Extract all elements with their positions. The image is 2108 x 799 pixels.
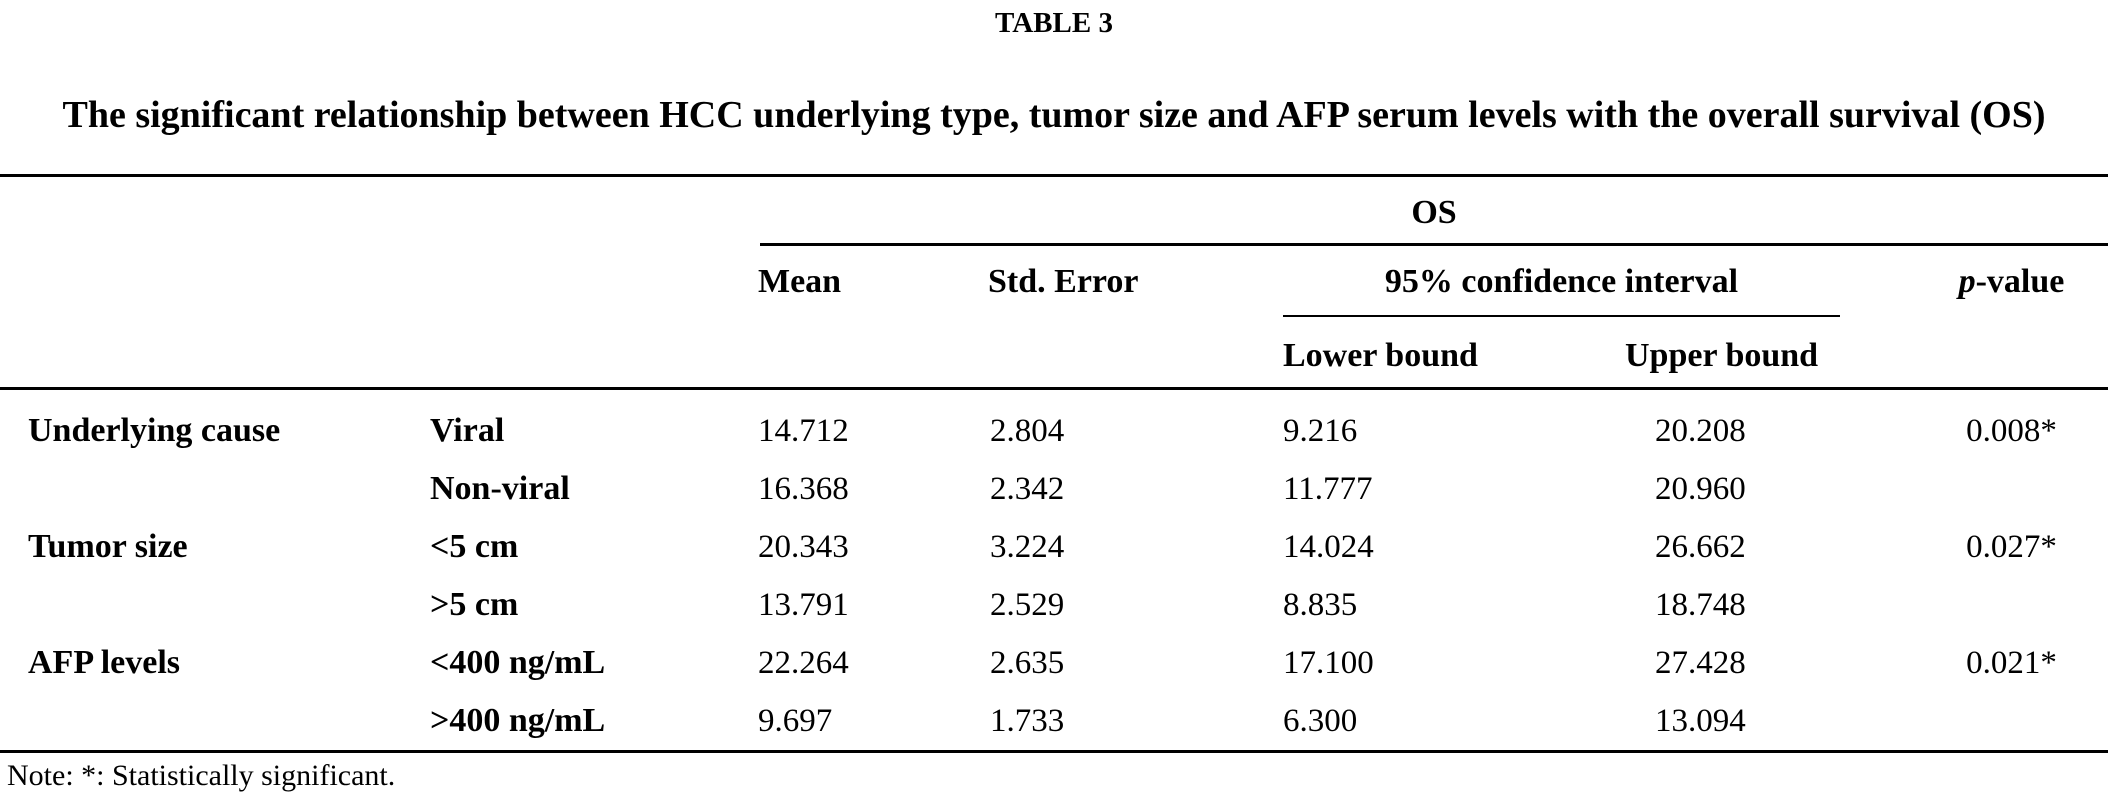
cell-mean: 14.712 (758, 413, 849, 449)
cell-mean: 20.343 (758, 529, 849, 565)
row-category: AFP levels (28, 644, 181, 681)
table-row: Tumor size <5 cm 20.343 3.224 14.024 26.… (0, 518, 2108, 576)
row-subgroup: >5 cm (430, 586, 519, 623)
cell-lower-bound: 9.216 (1283, 413, 1358, 449)
cell-p-value: 0.021* (1966, 645, 2057, 681)
cell-upper-bound: 18.748 (1655, 587, 1746, 623)
cell-mean: 16.368 (758, 471, 849, 507)
cell-std-error: 2.804 (990, 413, 1065, 449)
os-spanner-rule (760, 243, 2108, 246)
cell-std-error: 3.224 (990, 529, 1065, 565)
cell-std-error: 2.342 (990, 471, 1065, 507)
cell-std-error: 2.529 (990, 587, 1065, 623)
cell-lower-bound: 14.024 (1283, 529, 1374, 565)
column-header-std-error: Std. Error (988, 263, 1139, 300)
row-category: Tumor size (28, 528, 188, 565)
row-subgroup: <5 cm (430, 528, 519, 565)
row-subgroup: Non-viral (430, 470, 570, 507)
row-category: Underlying cause (28, 412, 281, 449)
table-row: >400 ng/mL 9.697 1.733 6.300 13.094 (0, 692, 2108, 750)
os-spanner-header: OS (1411, 194, 1457, 231)
cell-std-error: 2.635 (990, 645, 1065, 681)
cell-p-value: 0.008* (1966, 413, 2057, 449)
cell-mean: 13.791 (758, 587, 849, 623)
column-header-upper-bound: Upper bound (1625, 337, 1819, 374)
column-header-mean: Mean (758, 263, 842, 300)
table-row: AFP levels <400 ng/mL 22.264 2.635 17.10… (0, 634, 2108, 692)
top-rule (0, 174, 2108, 177)
p-value-rest: -value (1975, 263, 2065, 300)
cell-lower-bound: 11.777 (1283, 471, 1373, 507)
table-row: >5 cm 13.791 2.529 8.835 18.748 (0, 576, 2108, 634)
table-row: Underlying cause Viral 14.712 2.804 9.21… (0, 402, 2108, 460)
table-row: Non-viral 16.368 2.342 11.777 20.960 (0, 460, 2108, 518)
header-bottom-rule (0, 387, 2108, 390)
cell-lower-bound: 17.100 (1283, 645, 1374, 681)
cell-upper-bound: 20.208 (1655, 413, 1746, 449)
column-header-confidence-interval: 95% confidence interval (1384, 263, 1739, 300)
cell-p-value: 0.027* (1966, 529, 2057, 565)
cell-upper-bound: 20.960 (1655, 471, 1746, 507)
column-header-lower-bound: Lower bound (1283, 337, 1478, 374)
cell-upper-bound: 27.428 (1655, 645, 1746, 681)
cell-mean: 9.697 (758, 703, 833, 739)
bottom-rule (0, 750, 2108, 753)
p-value-italic-p: p (1958, 263, 1976, 300)
cell-lower-bound: 8.835 (1283, 587, 1358, 623)
cell-lower-bound: 6.300 (1283, 703, 1358, 739)
row-subgroup: Viral (430, 412, 505, 449)
cell-mean: 22.264 (758, 645, 849, 681)
row-subgroup: <400 ng/mL (430, 644, 606, 681)
table-caption: The significant relationship between HCC… (62, 94, 2046, 136)
table-number: TABLE 3 (995, 7, 1113, 39)
row-subgroup: >400 ng/mL (430, 702, 606, 739)
table-footnote: Note: *: Statistically significant. (7, 759, 396, 792)
table-body: Underlying cause Viral 14.712 2.804 9.21… (0, 402, 2108, 750)
ci-spanner-rule (1283, 315, 1840, 317)
column-header-p-value: p-value (1915, 262, 2108, 302)
cell-std-error: 1.733 (990, 703, 1065, 739)
cell-upper-bound: 13.094 (1655, 703, 1746, 739)
cell-upper-bound: 26.662 (1655, 529, 1746, 565)
